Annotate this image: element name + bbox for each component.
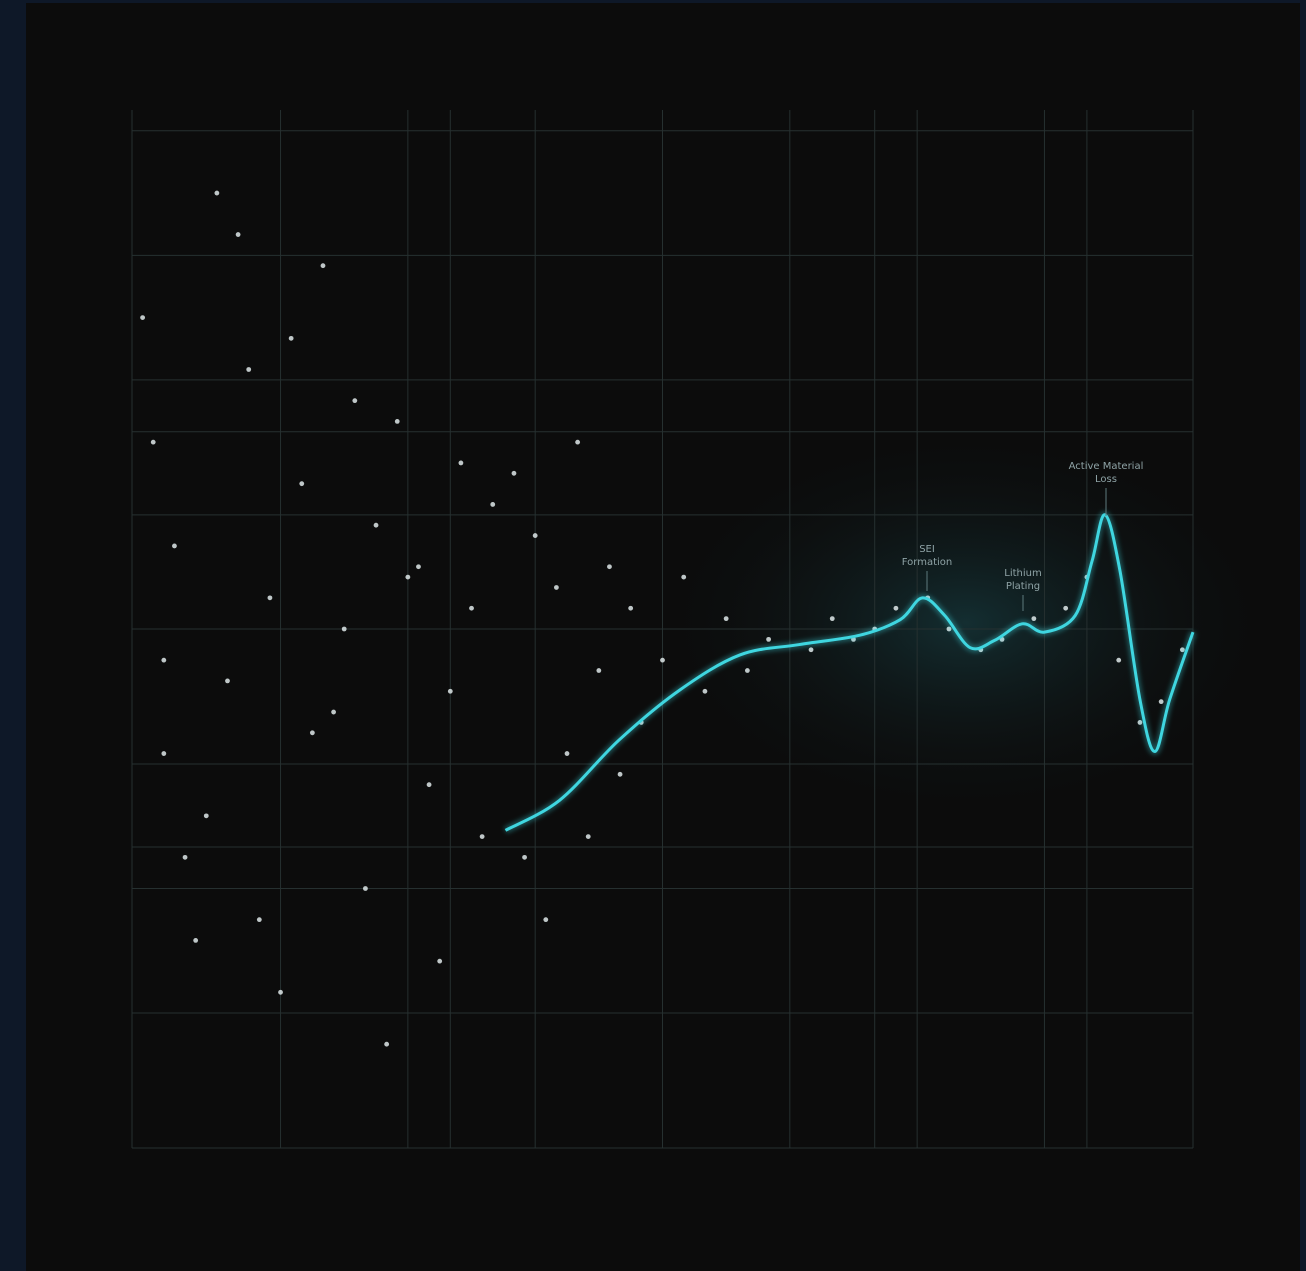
point <box>702 688 708 694</box>
point <box>320 263 326 269</box>
point <box>585 834 591 839</box>
point <box>150 439 156 445</box>
annotation: Lithium Plating <box>1004 568 1042 592</box>
point <box>1158 699 1164 705</box>
point <box>1116 657 1122 663</box>
point <box>628 605 634 611</box>
point <box>543 917 549 923</box>
point <box>246 367 252 372</box>
point <box>140 315 146 320</box>
point <box>564 751 570 756</box>
point <box>554 585 559 590</box>
point <box>808 647 814 653</box>
point <box>341 626 347 632</box>
grid <box>131 110 1194 1149</box>
point <box>225 678 230 684</box>
point <box>479 834 485 839</box>
point <box>363 886 368 891</box>
point <box>278 989 283 995</box>
point <box>469 605 474 611</box>
point <box>681 574 687 580</box>
curve <box>503 511 1197 834</box>
point <box>172 543 177 549</box>
point <box>256 917 262 923</box>
point <box>288 335 294 341</box>
point <box>416 564 421 570</box>
point <box>522 854 527 860</box>
line <box>504 513 1195 832</box>
point <box>309 730 315 736</box>
point <box>617 771 623 777</box>
point <box>331 709 336 715</box>
point <box>575 439 581 445</box>
point <box>607 564 612 570</box>
point <box>744 668 750 673</box>
point <box>161 751 167 756</box>
point <box>214 190 220 196</box>
point <box>182 854 188 860</box>
point <box>299 481 305 487</box>
point <box>1063 605 1069 611</box>
point <box>893 605 899 611</box>
chart <box>131 110 1286 1149</box>
point <box>161 657 167 663</box>
point <box>447 688 453 694</box>
point <box>235 232 241 237</box>
point <box>193 938 199 943</box>
point <box>426 782 432 788</box>
point <box>373 522 379 528</box>
point <box>352 398 358 404</box>
point <box>723 616 729 622</box>
point <box>829 616 835 622</box>
point <box>532 533 538 538</box>
point <box>660 657 665 663</box>
point <box>267 595 273 601</box>
point <box>384 1041 390 1047</box>
annotation: SEI Formation <box>901 544 953 568</box>
point <box>1031 616 1037 622</box>
glow <box>646 423 1286 823</box>
point <box>490 502 496 507</box>
point <box>203 813 209 819</box>
point <box>437 958 443 964</box>
chart-frame: SEI Formation Lithium Plating Active Mater… <box>26 3 1300 1271</box>
point <box>458 460 464 466</box>
point <box>766 636 771 642</box>
point <box>405 574 411 580</box>
point <box>511 470 517 476</box>
annotation: Active Material Loss <box>1068 461 1144 485</box>
point <box>394 419 400 424</box>
point <box>596 668 602 673</box>
